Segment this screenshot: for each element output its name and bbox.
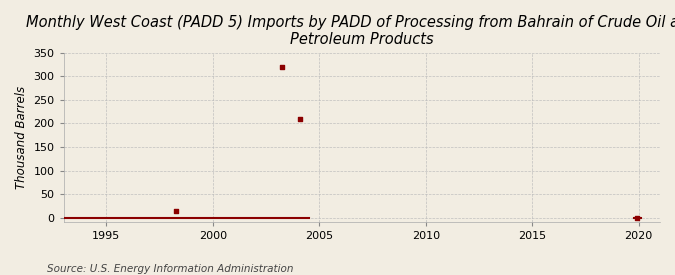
Title: Monthly West Coast (PADD 5) Imports by PADD of Processing from Bahrain of Crude : Monthly West Coast (PADD 5) Imports by P… [26, 15, 675, 47]
Point [631, 216, 642, 220]
Text: Source: U.S. Energy Information Administration: Source: U.S. Energy Information Administ… [47, 264, 294, 274]
Point [277, 65, 288, 69]
Point [170, 208, 181, 213]
Point [295, 117, 306, 121]
Y-axis label: Thousand Barrels: Thousand Barrels [15, 86, 28, 189]
